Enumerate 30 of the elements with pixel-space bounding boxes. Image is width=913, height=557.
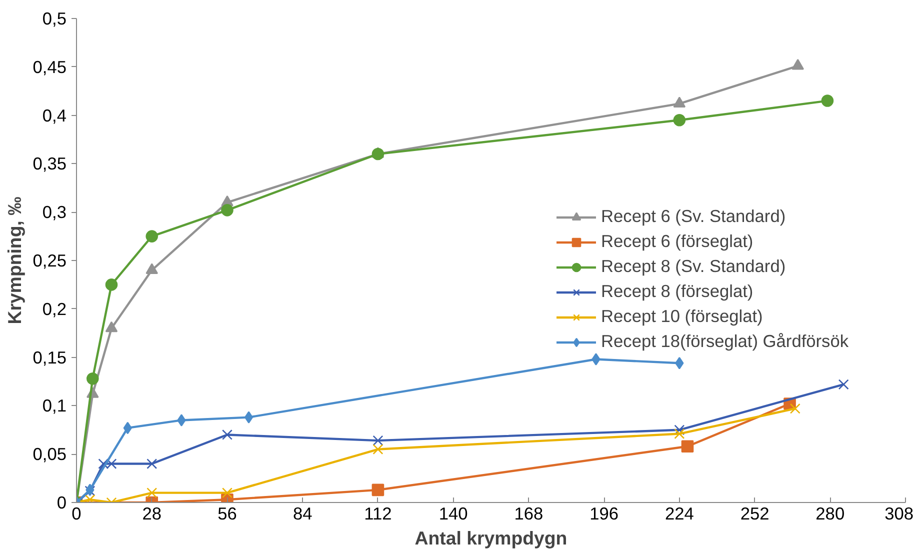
y-tick-label: 0,1 [42, 396, 67, 416]
y-tick-label: 0,25 [32, 250, 67, 270]
y-tick-label: 0,05 [32, 444, 67, 464]
x-tick-label: 112 [364, 504, 392, 524]
y-tick-label: 0,5 [42, 8, 67, 28]
y-tick-label: 0,15 [32, 347, 67, 368]
y-tick-label: 0,3 [42, 202, 67, 222]
y-tick-label: 0,35 [32, 154, 67, 174]
legend-label: Recept 8 (Sv. Standard) [601, 256, 786, 277]
legend-label: Recept 6 (Sv. Standard) [601, 206, 786, 227]
x-tick-label: 224 [664, 504, 694, 524]
x-tick-label: 140 [438, 504, 468, 524]
y-tick-label: 0,4 [42, 105, 67, 126]
legend-label: Recept 6 (förseglat) [601, 231, 754, 252]
x-tick-label: 56 [218, 504, 237, 524]
x-tick-label: 196 [590, 504, 619, 524]
legend-label: Recept 8 (förseglat) [601, 281, 754, 302]
x-tick-label: 280 [816, 504, 845, 524]
y-tick-label: 0,45 [32, 56, 67, 77]
x-axis-title: Antal krympdygn [414, 528, 568, 548]
legend-label: Recept 10 (förseglat) [601, 306, 763, 327]
x-tick-label: 28 [142, 504, 162, 524]
x-tick-label: 308 [884, 504, 913, 524]
x-tick-label: 0 [72, 504, 82, 524]
x-tick-label: 84 [292, 504, 313, 524]
y-axis-title: Krympning, ‰ [4, 196, 25, 324]
x-tick-label: 168 [514, 504, 544, 524]
y-tick-label: 0,2 [42, 298, 67, 319]
legend-label: Recept 18(förseglat) Gårdförsök [601, 331, 849, 352]
x-tick-label: 252 [740, 504, 770, 524]
